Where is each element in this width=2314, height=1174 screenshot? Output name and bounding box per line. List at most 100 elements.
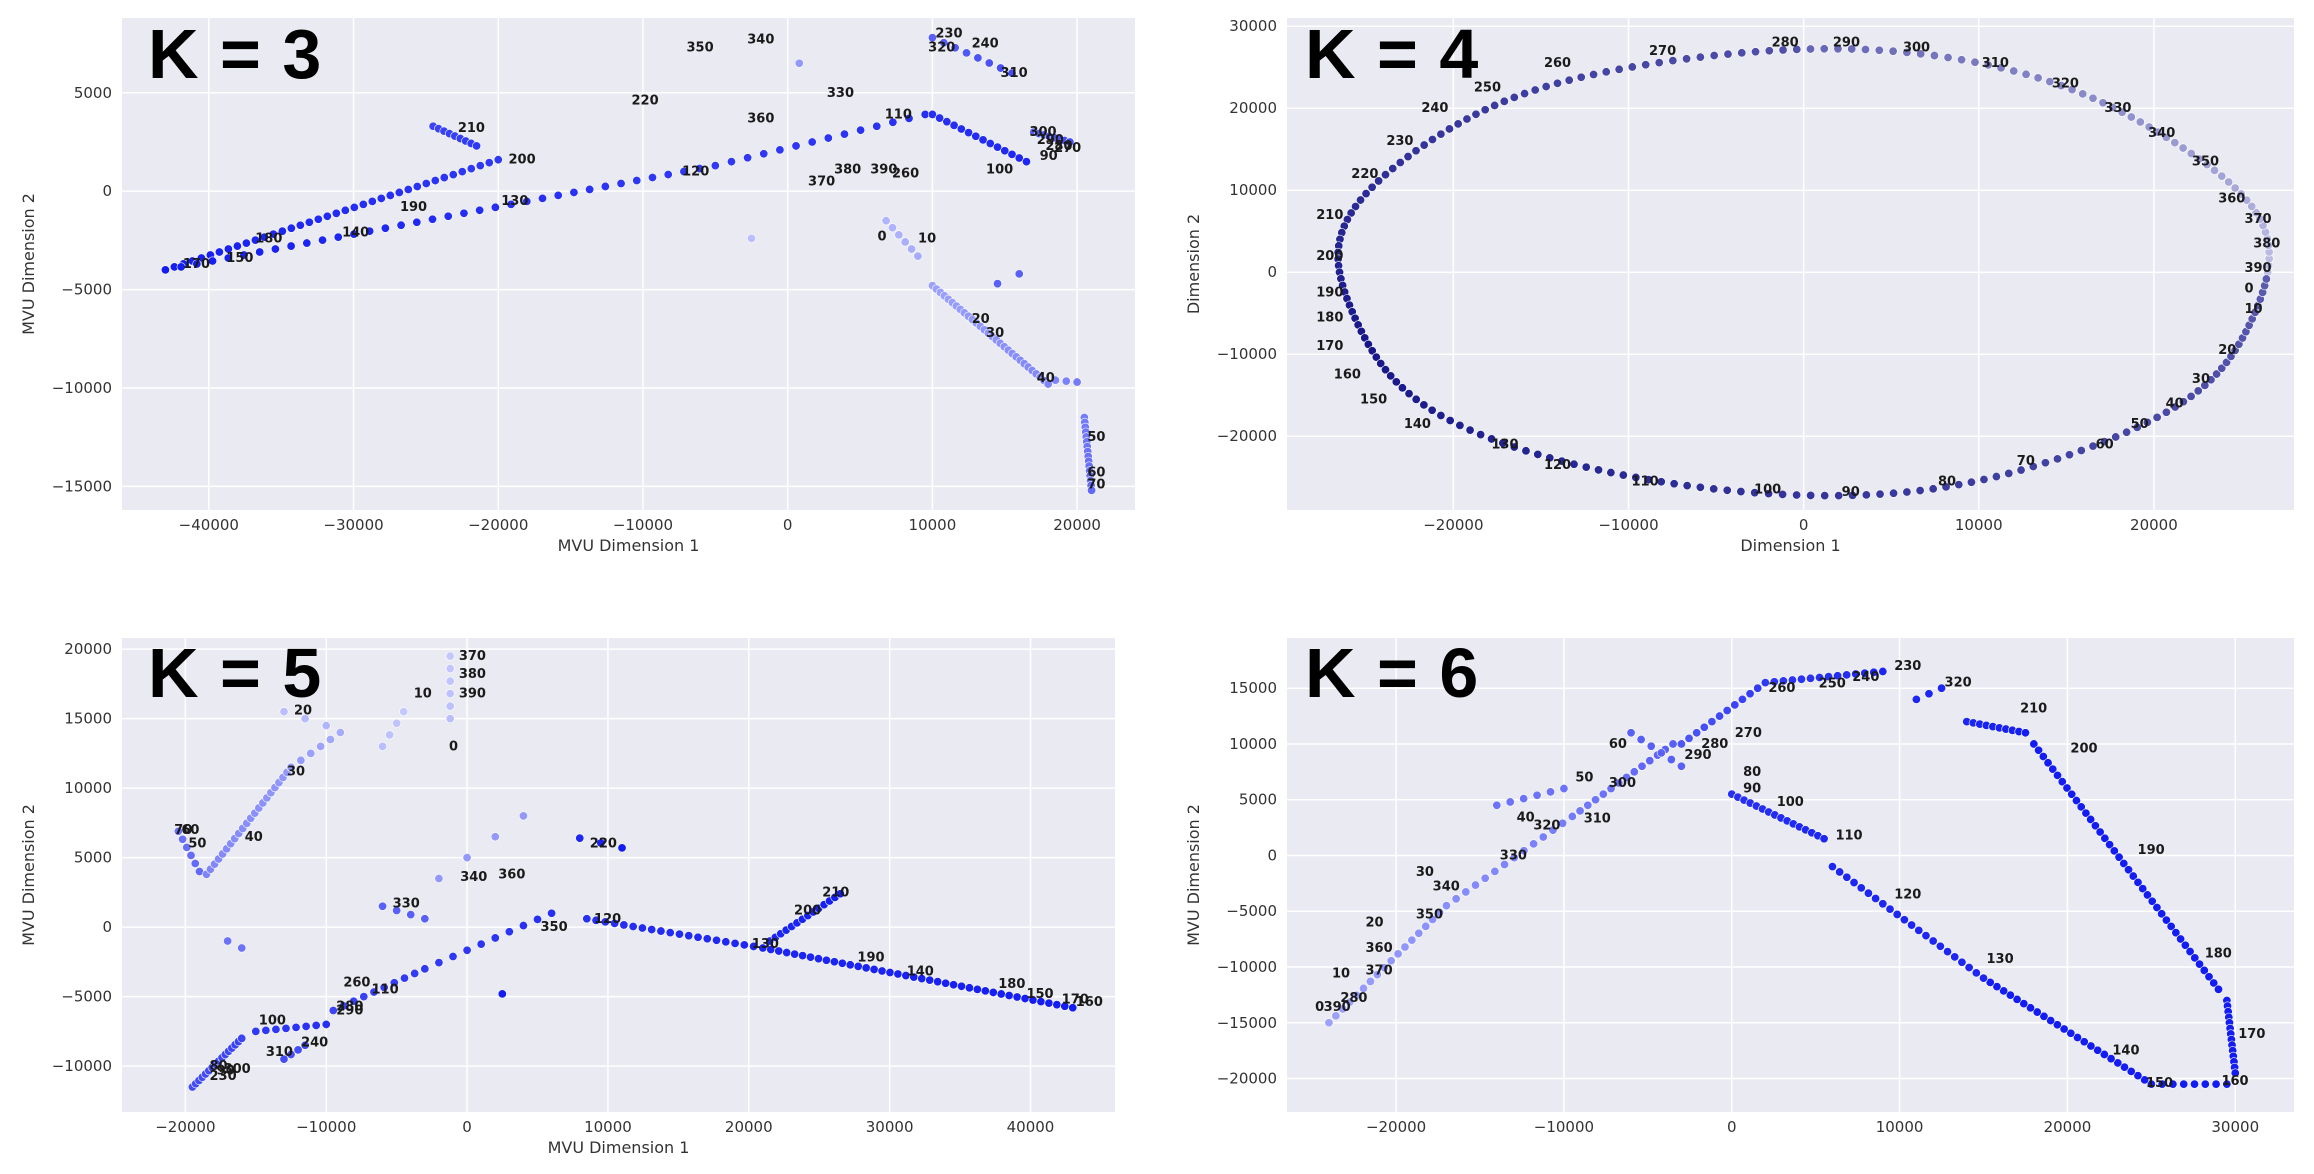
point-label: 320: [2052, 77, 2079, 92]
data-point: [2230, 183, 2240, 193]
data-point: [338, 1001, 348, 1011]
data-point: [2144, 122, 2154, 132]
data-point: [1778, 45, 1788, 55]
point-label: 210: [2020, 701, 2047, 716]
data-point: [1820, 491, 1830, 501]
point-label: 170: [1062, 992, 1089, 1007]
data-point: [2142, 890, 2152, 900]
point-label: 40: [2166, 396, 2184, 411]
data-point: [575, 833, 585, 843]
point-label: 30: [287, 764, 305, 779]
data-point: [335, 728, 345, 738]
point-label: 170: [1316, 339, 1343, 354]
point-label: 160: [1076, 995, 1103, 1010]
data-point: [1391, 377, 1401, 387]
data-point: [2213, 984, 2223, 994]
point-label: 210: [822, 885, 849, 900]
x-axis-title: Dimension 1: [1740, 536, 1840, 555]
data-point: [839, 129, 849, 139]
data-point: [1737, 694, 1747, 704]
data-point: [1666, 755, 1676, 765]
data-point: [1576, 72, 1586, 82]
y-tick-label: 20000: [64, 640, 112, 658]
data-point: [2186, 149, 2196, 159]
data-point: [178, 834, 188, 844]
data-point: [1575, 806, 1585, 816]
data-point: [956, 124, 966, 134]
data-point: [1567, 811, 1577, 821]
x-tick-label: 10000: [1955, 516, 2003, 534]
point-label: 190: [400, 200, 427, 215]
data-point: [421, 179, 431, 189]
point-label: 140: [342, 226, 369, 241]
point-label: 350: [541, 920, 568, 935]
data-point: [1627, 62, 1637, 72]
data-point: [1386, 371, 1396, 381]
point-label: 250: [1819, 677, 1846, 692]
point-label: 20: [2218, 343, 2236, 358]
data-point: [2108, 102, 2118, 112]
chart-k4: −20000 −10000 0 10000 20000−20000−1000001000…: [1184, 17, 2294, 555]
y-tick-label: −20000: [1217, 1070, 1277, 1088]
data-point: [988, 987, 998, 997]
data-point: [2067, 85, 2077, 95]
point-label: 190: [1316, 286, 1343, 301]
data-point: [1796, 674, 1806, 684]
data-point: [1950, 952, 1960, 962]
data-point: [462, 945, 472, 955]
data-point: [2146, 1079, 2156, 1089]
data-point: [726, 157, 736, 167]
data-point: [637, 923, 647, 933]
data-point: [2059, 1024, 2069, 1034]
data-point: [2204, 972, 2214, 982]
x-tick-label: 10000: [584, 1118, 632, 1136]
data-point: [466, 164, 476, 174]
data-point: [749, 941, 759, 951]
data-point: [1636, 734, 1646, 744]
x-tick-label: 0: [462, 1118, 472, 1136]
x-tick-label: 10000: [1876, 1118, 1924, 1136]
point-label: 180: [2205, 947, 2232, 962]
data-point: [403, 184, 413, 194]
data-point: [1445, 416, 1455, 426]
data-point: [1924, 689, 1934, 699]
point-label: 130: [501, 194, 528, 209]
x-axis-title: MVU Dimension 1: [548, 1138, 690, 1157]
data-point: [907, 244, 917, 254]
data-point: [2142, 417, 2152, 427]
data-point: [2012, 994, 2022, 1004]
data-point: [1388, 164, 1398, 174]
data-point: [241, 238, 251, 248]
panel-k4: −20000 −10000 0 10000 20000 −20000 −10000 0 1000…: [1157, 0, 2314, 590]
data-point: [949, 980, 959, 990]
x-tick-label: −20000: [155, 1118, 215, 1136]
data-point: [2066, 1028, 2076, 1038]
data-point: [378, 901, 388, 911]
data-point: [331, 208, 341, 218]
data-point: [1971, 968, 1981, 978]
data-point: [2222, 1079, 2232, 1089]
data-point: [2195, 959, 2205, 969]
data-point: [1436, 410, 1446, 420]
data-point: [412, 182, 422, 192]
data-point: [1979, 475, 1989, 485]
data-point: [318, 235, 328, 245]
data-point: [1715, 711, 1725, 721]
data-point: [522, 196, 532, 206]
data-point: [1379, 963, 1389, 973]
data-point: [259, 232, 269, 242]
data-point: [1558, 818, 1568, 828]
data-point: [2124, 865, 2134, 875]
data-point: [208, 256, 218, 266]
x-tick-label: −10000: [613, 516, 673, 534]
data-point: [2126, 1066, 2136, 1076]
data-point: [1436, 129, 1446, 139]
point-label: 340: [747, 33, 774, 48]
point-label: 40: [1517, 811, 1535, 826]
data-point: [239, 250, 249, 260]
data-point: [1465, 425, 1475, 435]
data-point: [1480, 105, 1490, 115]
data-point: [1979, 973, 1989, 983]
point-label: 40: [1037, 371, 1055, 386]
data-point: [881, 216, 891, 226]
